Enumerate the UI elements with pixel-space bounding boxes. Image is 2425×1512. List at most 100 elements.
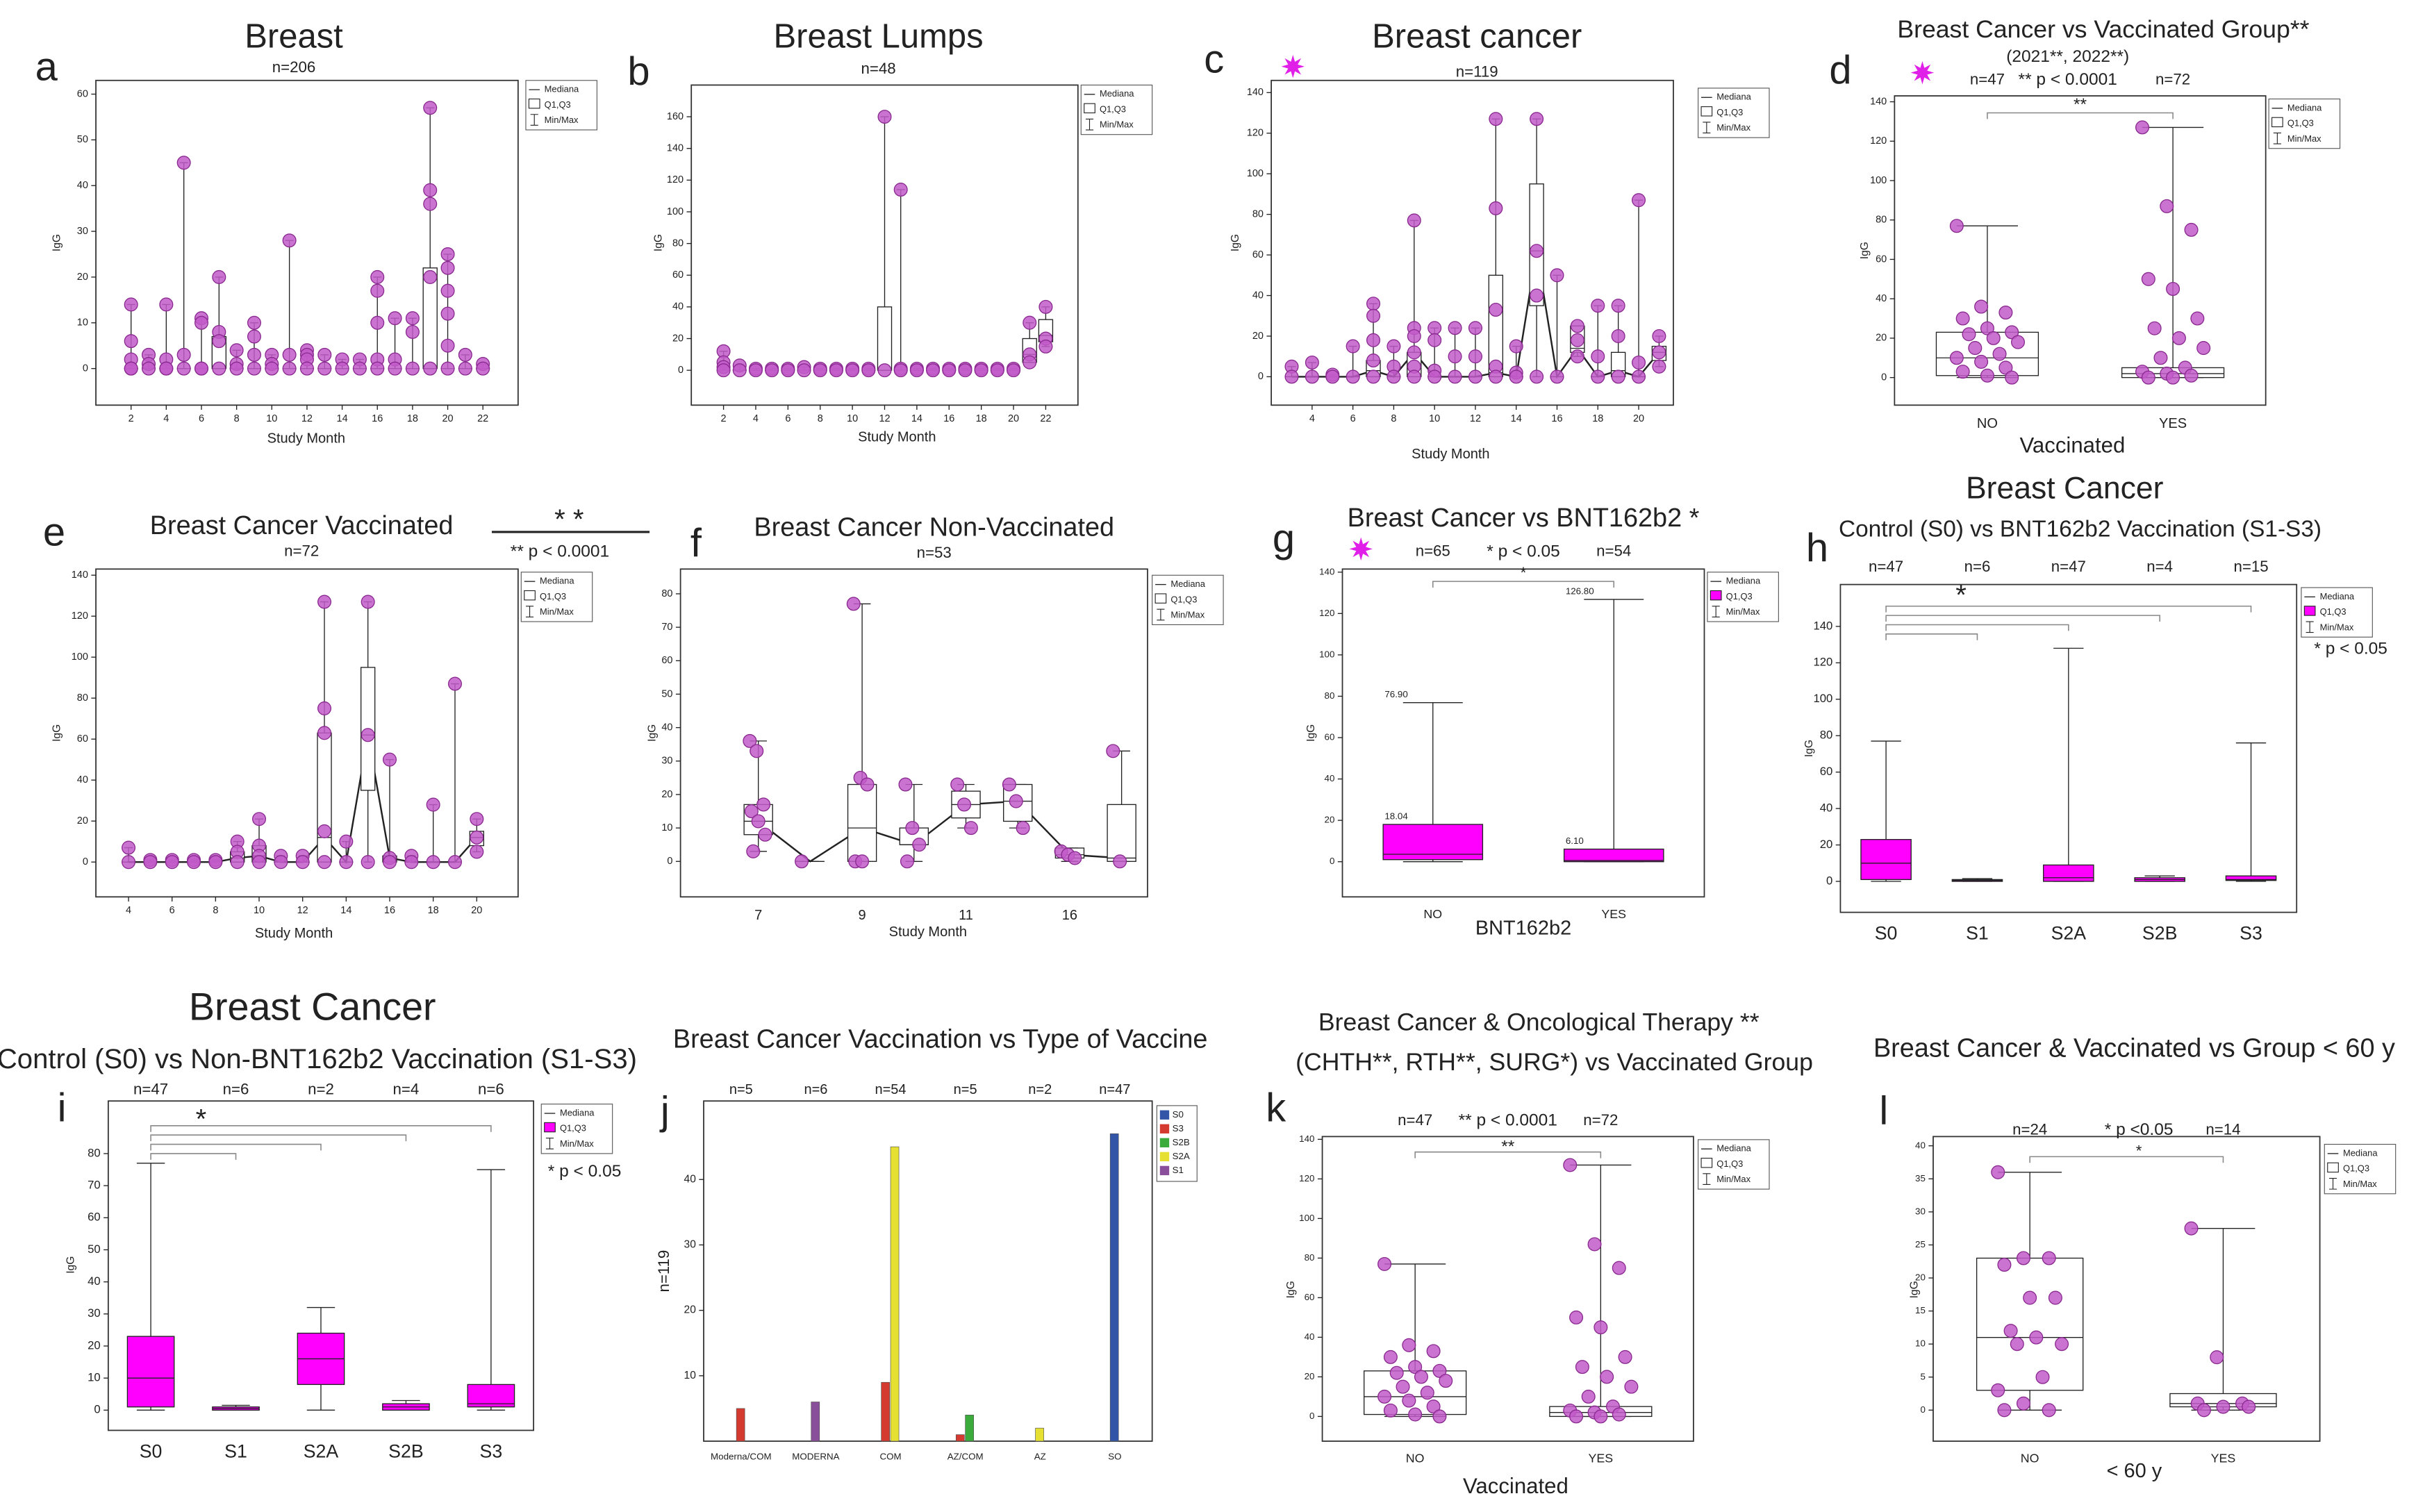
value-label: 6.10 (1566, 836, 1584, 846)
data-point (229, 361, 244, 376)
x-tick-label: YES (1601, 907, 1626, 921)
annotation: ** p < 0.0001 (511, 542, 609, 560)
x-tick-label: 22 (477, 413, 488, 424)
plot-frame (1839, 583, 2298, 913)
data-point (2210, 1350, 2224, 1365)
data-point (1408, 1360, 1423, 1374)
legend-box-icon (544, 1122, 556, 1133)
y-tick-label: 60 (1325, 732, 1335, 742)
annotation: * (2136, 1143, 2142, 1160)
y-tick-label: 20 (77, 815, 88, 826)
legend-label: S2B (1173, 1137, 1190, 1147)
y-tick-label: 20 (1305, 1371, 1315, 1381)
data-point (1383, 1403, 1398, 1418)
annotation: n=53 (917, 544, 952, 561)
y-tick-label: 15 (1915, 1305, 1926, 1315)
n-label: n=47 (1398, 1111, 1432, 1129)
data-point (974, 363, 988, 378)
y-tick-label: 40 (1252, 290, 1264, 301)
median-line (129, 735, 478, 864)
data-point (2005, 325, 2019, 340)
x-tick-label: 10 (1429, 413, 1440, 424)
data-point (159, 361, 174, 376)
y-tick-label: 100 (72, 651, 88, 663)
data-point (1420, 1386, 1434, 1400)
y-tick-label: 100 (1319, 649, 1334, 659)
data-point (124, 361, 138, 376)
data-point (440, 283, 455, 298)
x-tick-label: S1 (1966, 923, 1989, 944)
data-point (942, 363, 957, 378)
plot-frame (1271, 79, 1674, 406)
data-point (274, 855, 288, 870)
y-tick-label: 0 (1309, 1411, 1314, 1421)
legend-whisker-icon (1703, 1173, 1711, 1185)
data-point (295, 855, 310, 870)
x-tick-label: 2 (129, 413, 134, 424)
data-point (2184, 1221, 2199, 1236)
significance-bracket (1414, 1151, 1602, 1158)
panel-letter: g (1273, 517, 1295, 561)
annotation: * p <0.05 (2105, 1120, 2174, 1139)
data-point (2153, 351, 2168, 365)
y-axis-label: IgG (1859, 242, 1871, 259)
data-point (1426, 1344, 1441, 1359)
data-point (1509, 369, 1523, 384)
x-tick-label: S0 (140, 1441, 163, 1462)
data-point (476, 361, 490, 376)
data-point (1468, 369, 1482, 384)
legend-label: Min/Max (2287, 133, 2321, 144)
value-label: 76.90 (1384, 689, 1407, 699)
panel-letter: e (43, 510, 65, 555)
legend-swatch (1159, 1124, 1170, 1133)
data-point (2242, 1399, 2256, 1414)
data-point (2003, 1324, 2018, 1338)
x-axis-label: Vaccinated (1463, 1474, 1569, 1498)
x-axis-label: BNT162b2 (1475, 917, 1571, 940)
data-point (1631, 369, 1646, 384)
data-point (1591, 299, 1605, 313)
significance-bracket (150, 1134, 407, 1142)
y-tick-label: 40 (1915, 1140, 1926, 1150)
y-tick-label: 80 (1325, 690, 1335, 701)
y-tick-label: 70 (661, 622, 672, 633)
significance-bracket (1885, 615, 2160, 622)
data-point (440, 247, 455, 262)
box (1860, 839, 1912, 881)
y-tick-label: 0 (667, 856, 672, 867)
data-point (1377, 1256, 1392, 1271)
x-tick-label: 16 (943, 413, 954, 424)
legend-label: Mediana (1170, 579, 1205, 589)
x-tick-label: 8 (234, 413, 240, 424)
data-point (159, 297, 174, 312)
data-point (1612, 1407, 1626, 1422)
significance-bracket (1885, 624, 2069, 631)
annotation: * (196, 1104, 207, 1135)
data-point (1530, 288, 1544, 303)
data-point (1550, 369, 1564, 384)
significance-bracket (150, 1125, 492, 1132)
data-point (1009, 794, 1023, 808)
y-tick-label: 60 (77, 733, 88, 745)
data-point (1570, 349, 1584, 364)
x-axis-label: Study Month (889, 924, 967, 940)
data-point (1997, 1257, 2012, 1272)
y-tick-label: 0 (83, 363, 88, 374)
data-point (1980, 321, 1994, 335)
data-point (1346, 339, 1360, 354)
box (2043, 864, 2094, 882)
data-point (746, 844, 761, 858)
y-tick-label: 140 (72, 570, 88, 581)
x-axis-label: Vaccinated (2019, 433, 2125, 458)
y-tick-label: 20 (684, 1304, 697, 1316)
data-point (282, 361, 297, 376)
data-point (1631, 355, 1646, 369)
box (847, 783, 877, 862)
data-point (447, 676, 463, 691)
data-point (1366, 308, 1381, 323)
x-tick-label: 18 (407, 413, 418, 424)
chart-title: Breast Cancer Vaccinated (150, 511, 454, 540)
y-tick-label: 100 (1813, 692, 1832, 705)
legend-swatch (1159, 1165, 1170, 1176)
legend-label: Q1,Q3 (2320, 606, 2347, 617)
